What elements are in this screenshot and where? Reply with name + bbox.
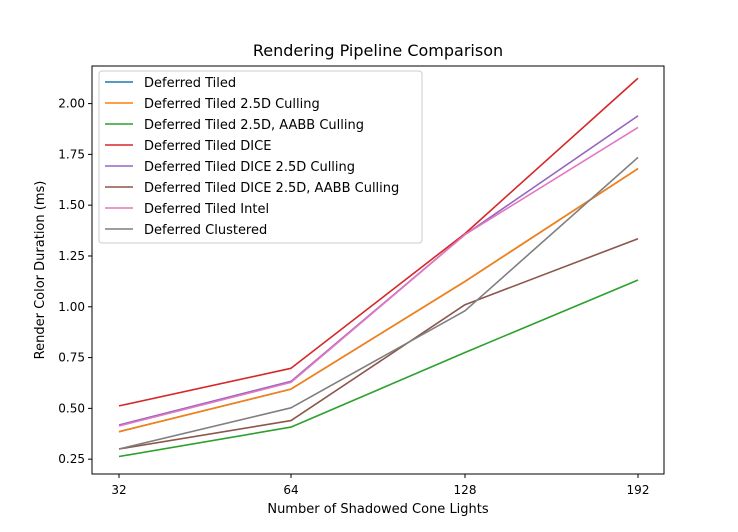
legend: Deferred Tiled Deferred Tiled 2.5D Cullin… <box>98 70 423 244</box>
x-tick-label: 192 <box>627 483 650 497</box>
y-tick-label: 0.75 <box>58 351 85 365</box>
plot-area-frame <box>91 65 665 475</box>
series-line-3 <box>118 279 639 458</box>
series-line-4 <box>118 77 639 407</box>
series-line-2 <box>118 167 639 433</box>
x-axis-label: Number of Shadowed Cone Lights <box>267 502 489 517</box>
series-line-7 <box>118 126 639 427</box>
x-axis-ticks: 32 64 128 192 <box>111 474 649 497</box>
chart-title: Rendering Pipeline Comparison <box>253 41 503 60</box>
legend-label-3: Deferred Tiled 2.5D, AABB Culling <box>144 118 364 133</box>
legend-label-8: Deferred Clustered <box>144 223 267 238</box>
legend-label-4: Deferred Tiled DICE <box>144 139 271 154</box>
y-tick-label: 1.75 <box>58 147 85 161</box>
legend-label-5: Deferred Tiled DICE 2.5D Culling <box>144 160 355 175</box>
legend-label-6: Deferred Tiled DICE 2.5D, AABB Culling <box>144 181 399 196</box>
series-line-6 <box>118 237 639 450</box>
series-lines <box>118 77 639 458</box>
x-tick-label: 64 <box>283 483 298 497</box>
legend-frame <box>98 70 423 244</box>
x-tick-label: 32 <box>111 483 126 497</box>
y-tick-label: 0.50 <box>58 401 85 415</box>
x-tick-label: 128 <box>454 483 477 497</box>
legend-label-2: Deferred Tiled 2.5D Culling <box>144 97 320 112</box>
y-tick-label: 0.25 <box>58 452 85 466</box>
y-axis-ticks: 0.25 0.50 0.75 1.00 1.25 1.50 1.75 2.00 <box>58 97 92 466</box>
series-line-8 <box>118 156 639 450</box>
y-tick-label: 2.00 <box>58 97 85 111</box>
y-tick-label: 1.25 <box>58 249 85 263</box>
legend-label-1: Deferred Tiled <box>144 76 236 91</box>
y-tick-label: 1.00 <box>58 300 85 314</box>
y-axis-label: Render Color Duration (ms) <box>33 181 48 360</box>
y-tick-label: 1.50 <box>58 198 85 212</box>
legend-label-7: Deferred Tiled Intel <box>144 202 269 217</box>
